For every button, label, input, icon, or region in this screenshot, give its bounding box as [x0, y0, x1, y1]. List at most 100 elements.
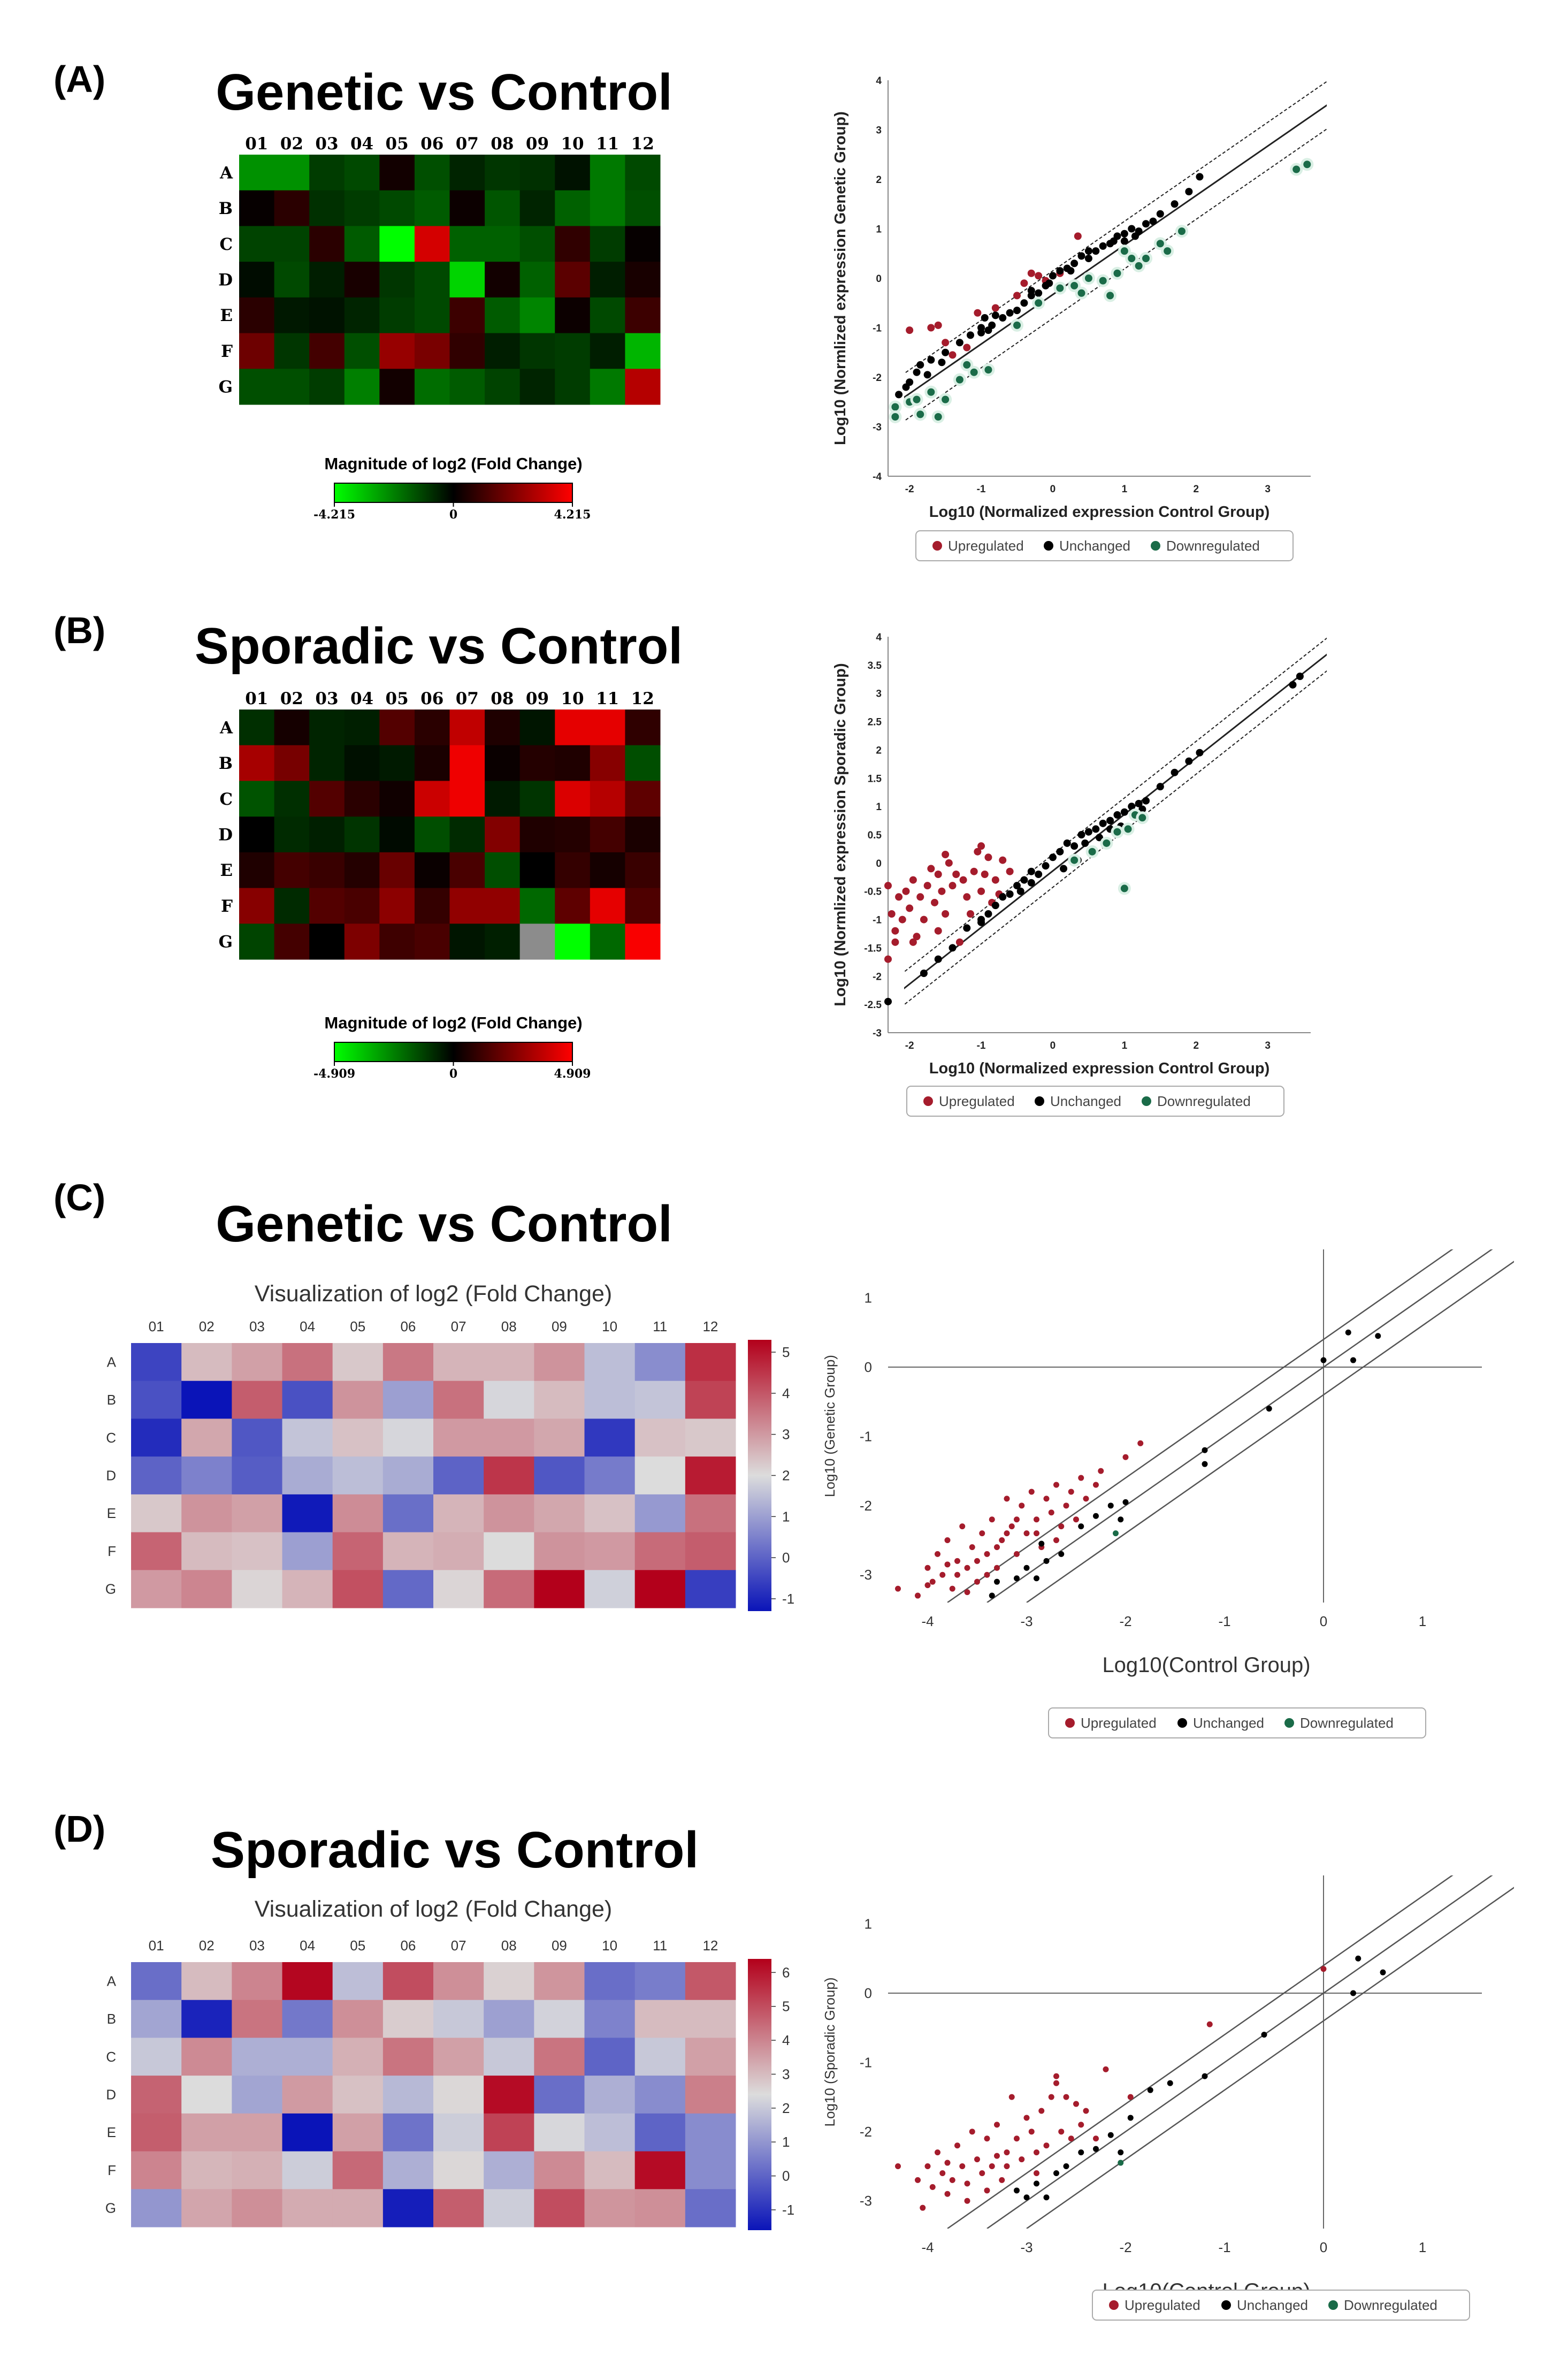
heatmap-cell: [414, 155, 450, 191]
y-tick-label: 3.5: [868, 660, 882, 672]
heatmap-cell: [519, 745, 555, 781]
upregulated-point: [994, 2153, 1000, 2159]
downregulated-point: [1088, 848, 1096, 856]
heatmap-cell: [379, 297, 415, 334]
upregulated-point: [944, 2191, 951, 2197]
x-axis-label: Log10(Control Group): [1102, 1653, 1310, 1677]
heatmap-cell: [344, 781, 380, 817]
upregulated-point: [902, 887, 910, 895]
upregulated-point: [939, 1572, 946, 1578]
heatmap-cell: [484, 2189, 534, 2228]
colorbar: [334, 1042, 573, 1062]
heatmap-cell: [685, 2000, 736, 2038]
x-axis-label: Log10 (Normalized expression Control Gro…: [929, 504, 1269, 521]
fold-change-line: [904, 670, 1327, 1006]
upregulated-point: [1137, 1440, 1144, 1446]
heatmap-cell: [282, 1343, 333, 1382]
colorbar-tick-label: 1: [782, 2134, 790, 2150]
heatmap-col-label: 05: [386, 689, 409, 708]
unchanged-point: [1035, 289, 1043, 297]
heatmap-cell: [332, 1494, 384, 1533]
heatmap-cell: [484, 2076, 534, 2114]
y-tick-label: -1: [873, 915, 882, 926]
heatmap-col-label: 07: [451, 1318, 466, 1334]
downregulated-point: [1124, 825, 1132, 833]
heatmap-row-label: A: [107, 1354, 117, 1370]
upregulated-point: [920, 916, 928, 924]
heatmap-cell: [519, 781, 555, 817]
heatmap-col-label: 02: [280, 134, 303, 154]
heatmap-cell: [634, 2189, 686, 2228]
upregulated-point: [984, 1551, 990, 1557]
heatmap-cell: [379, 745, 415, 781]
legend-marker: [932, 541, 942, 551]
heatmap-cell: [634, 2113, 686, 2152]
upregulated-point: [974, 848, 982, 856]
heatmap-cell: [383, 2038, 434, 2076]
unchanged-point: [1043, 1558, 1050, 1564]
heatmap-cell: [332, 2076, 384, 2114]
heatmap-cell: [383, 1570, 434, 1608]
unchanged-point: [1156, 783, 1164, 791]
heatmap-cell: [625, 852, 661, 889]
upregulated-point: [1014, 1551, 1020, 1557]
heatmap-cell: [534, 1532, 585, 1570]
heatmap-row-label: A: [107, 1973, 117, 1989]
heatmap-cell: [685, 1494, 736, 1533]
upregulated-point: [999, 1537, 1005, 1544]
unchanged-point: [1027, 879, 1035, 887]
heatmap-cell: [131, 1494, 182, 1533]
y-tick-label: 0.5: [868, 830, 882, 841]
heatmap-cell: [433, 1570, 484, 1608]
heatmap-col-label: 07: [451, 1937, 466, 1954]
heatmap-row-label: E: [220, 861, 233, 880]
downregulated-point: [1142, 255, 1150, 262]
y-tick-label: 4: [876, 75, 882, 87]
heatmap-cell: [625, 817, 661, 853]
heatmap-cell: [414, 924, 450, 960]
heatmap-cell: [590, 226, 625, 262]
legend-box: [1092, 2290, 1470, 2321]
heatmap-cell: [449, 262, 485, 298]
unchanged-point: [1006, 890, 1014, 898]
heatmap-cell: [584, 1380, 636, 1419]
heatmap-row-label: C: [106, 1430, 116, 1446]
heatmap-cell: [414, 190, 450, 226]
heatmap-cell: [485, 781, 521, 817]
heatmap-cell: [555, 710, 591, 746]
upregulated-point: [915, 1592, 921, 1599]
heatmap-cell: [634, 2000, 686, 2038]
upregulated-point: [1074, 232, 1082, 240]
heatmap-cell: [181, 1962, 232, 2001]
downregulated-point: [1070, 281, 1079, 289]
heatmap-cell: [131, 2151, 182, 2190]
upregulated-point: [891, 927, 899, 935]
upregulated-point: [1043, 1496, 1050, 1502]
heatmap-cell: [449, 155, 485, 191]
x-tick-label: -1: [977, 484, 986, 495]
y-tick-label: 3: [876, 125, 882, 136]
heatmap-col-label: 06: [420, 134, 443, 154]
heatmap-col-label: 02: [280, 689, 303, 708]
upregulated-point: [969, 2129, 975, 2135]
unchanged-point: [942, 348, 950, 356]
heatmap-col-label: 10: [602, 1937, 617, 1954]
heatmap-col-label: 02: [199, 1318, 215, 1334]
heatmap-cell: [274, 333, 310, 369]
legend-marker: [1065, 1718, 1075, 1728]
upregulated-point: [906, 326, 914, 334]
heatmap-cell: [274, 155, 310, 191]
heatmap-cell: [239, 817, 275, 853]
legend-marker: [1328, 2300, 1338, 2310]
unchanged-point: [1078, 2149, 1084, 2156]
heatmap-cell: [625, 888, 661, 924]
unchanged-point: [1350, 1990, 1356, 1996]
unchanged-point: [949, 944, 957, 952]
upregulated-point: [1014, 1516, 1020, 1523]
heatmap-cell: [590, 369, 625, 405]
upregulated-point: [916, 893, 924, 901]
heatmap-cell: [239, 924, 275, 960]
upregulated-point: [924, 2163, 931, 2170]
heatmap-cell: [534, 2000, 585, 2038]
unchanged-point: [977, 916, 985, 924]
